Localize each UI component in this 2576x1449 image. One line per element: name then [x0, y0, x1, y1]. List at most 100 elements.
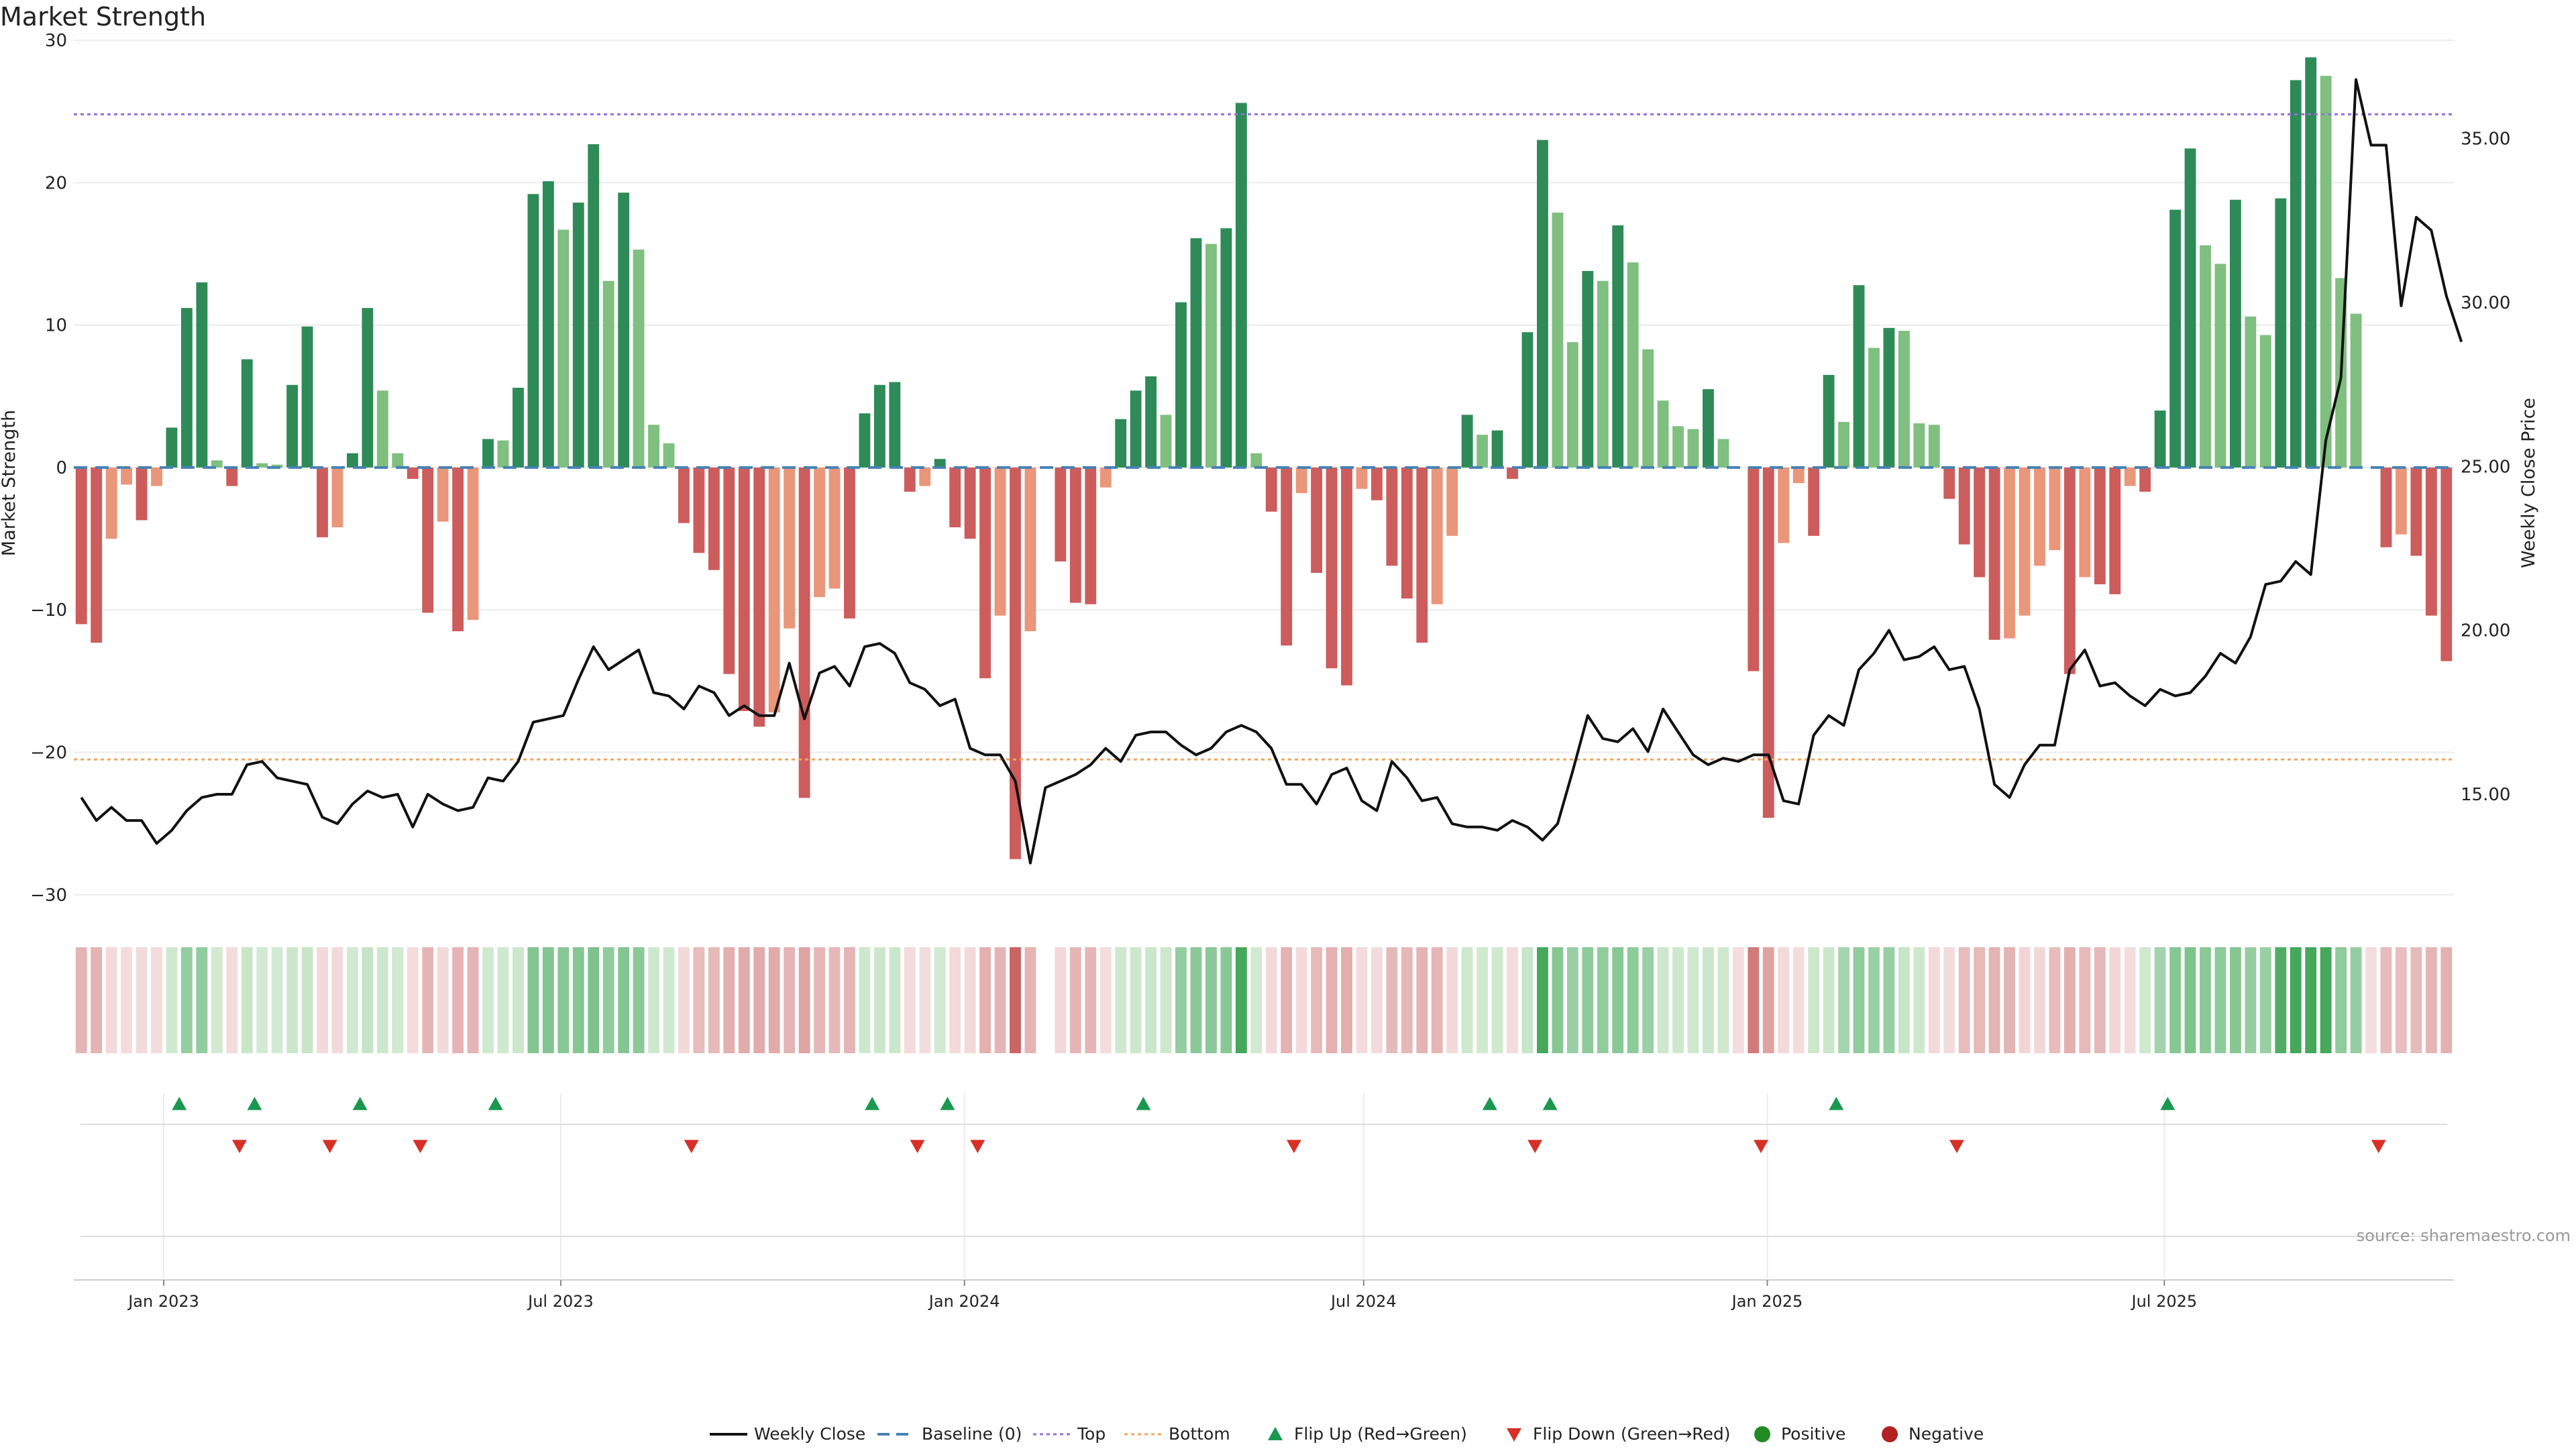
strength-bar: [1235, 103, 1247, 468]
legend-label: Flip Up (Red→Green): [1294, 1424, 1467, 1444]
strength-bar: [1115, 419, 1127, 468]
heat-cell: [497, 947, 509, 1053]
strength-bar: [75, 467, 87, 625]
heat-cell: [467, 947, 479, 1053]
flip-down-marker: [684, 1140, 699, 1153]
heat-cell: [2124, 947, 2136, 1053]
heat-cell: [663, 947, 675, 1053]
heat-cell: [2109, 947, 2121, 1053]
heat-cell: [1808, 947, 1820, 1053]
strength-bar: [482, 439, 494, 468]
strength-bar: [2184, 148, 2196, 468]
heat-cell: [527, 947, 539, 1053]
heat-cell: [2395, 947, 2407, 1053]
heat-cell: [1988, 947, 2000, 1053]
heat-cell: [105, 947, 117, 1053]
heat-cell: [919, 947, 931, 1053]
flip-up-marker: [1136, 1097, 1151, 1110]
strength-bar: [1823, 374, 1835, 468]
heat-cell: [1477, 947, 1489, 1053]
heat-cell: [271, 947, 283, 1053]
strength-bar: [1250, 453, 1263, 468]
flip-down-marker: [2371, 1140, 2386, 1153]
x-tick-label: Jul 2024: [1330, 1292, 1397, 1311]
heat-cell: [2200, 947, 2211, 1053]
strength-bar: [1220, 228, 1232, 468]
flip-down-marker: [1286, 1140, 1301, 1153]
heat-cell: [1974, 947, 1986, 1053]
heat-cell: [904, 947, 916, 1053]
strength-bar: [256, 463, 268, 468]
legend-label: Negative: [1909, 1424, 1984, 1444]
heat-cell: [2034, 947, 2045, 1053]
strength-bar: [317, 467, 328, 537]
legend-flip-up-icon: [1268, 1427, 1283, 1440]
heat-cell: [1732, 947, 1744, 1053]
strength-bar: [301, 326, 313, 468]
strength-bar: [1010, 467, 1021, 859]
heat-cell: [1717, 947, 1729, 1053]
heat-cell: [889, 947, 901, 1053]
heat-cell: [633, 947, 645, 1053]
heat-cell: [1748, 947, 1760, 1053]
flip-down-marker: [1527, 1140, 1543, 1153]
heat-cell: [1461, 947, 1473, 1053]
strength-bar: [889, 382, 901, 468]
strength-bar: [166, 427, 178, 468]
heat-cell: [121, 947, 133, 1053]
heat-cell: [1235, 947, 1247, 1053]
heat-cell: [1160, 947, 1172, 1053]
strength-bar: [1145, 376, 1157, 468]
heat-cell: [572, 947, 584, 1053]
heat-cell: [1853, 947, 1865, 1053]
x-axis: Jan 2023 Jul 2023 Jan 2024 Jul 2024 Jan 2025…: [74, 1279, 2454, 1311]
strength-bar: [2425, 467, 2437, 616]
heat-cell: [1175, 947, 1187, 1053]
strength-bar: [1898, 331, 1910, 468]
source-note: source: sharemaestro.com: [2357, 1226, 2571, 1245]
heat-cell: [738, 947, 750, 1053]
strength-bar: [2063, 467, 2076, 674]
strength-bar: [1477, 435, 1489, 468]
strength-bar: [1868, 347, 1880, 468]
strength-bar: [1326, 467, 1338, 669]
heat-cell: [1145, 947, 1157, 1053]
strength-bar: [633, 250, 645, 468]
strength-bar: [1913, 423, 1925, 468]
strength-bar: [497, 440, 509, 468]
strength-bar: [437, 467, 449, 522]
strength-bar: [1627, 262, 1639, 468]
strength-bar: [1371, 467, 1383, 500]
heat-cell: [437, 947, 449, 1053]
heat-cell: [1792, 947, 1805, 1053]
heat-cell: [693, 947, 705, 1053]
heat-cell: [1642, 947, 1654, 1053]
heat-cell: [949, 947, 961, 1053]
heat-cell: [784, 947, 796, 1053]
strength-bar: [1974, 467, 1986, 578]
y2-tick-label: 35.00: [2461, 129, 2510, 150]
strength-bar: [1808, 467, 1820, 536]
heat-cell: [1205, 947, 1217, 1053]
heat-cell: [1024, 947, 1036, 1053]
strength-bar: [1703, 389, 1714, 468]
strength-bar: [1853, 285, 1865, 468]
heat-cell: [1898, 947, 1910, 1053]
heat-cell: [482, 947, 494, 1053]
strength-bar: [347, 453, 358, 468]
heat-cell: [1582, 947, 1594, 1053]
strength-bar: [527, 194, 539, 468]
x-tick-label: Jan 2024: [928, 1292, 1000, 1311]
heat-cell: [1220, 947, 1232, 1053]
flip-down-marker: [413, 1140, 428, 1153]
y-tick-label: 30: [45, 31, 67, 51]
strength-bar: [663, 443, 675, 468]
strength-bar: [557, 229, 570, 468]
strength-bar: [1431, 467, 1443, 604]
strength-bar: [1566, 342, 1578, 468]
heat-cell: [2049, 947, 2061, 1053]
heat-cell: [2365, 947, 2377, 1053]
heat-cell: [2380, 947, 2392, 1053]
strength-bar: [467, 467, 479, 621]
heat-cell: [1507, 947, 1518, 1053]
